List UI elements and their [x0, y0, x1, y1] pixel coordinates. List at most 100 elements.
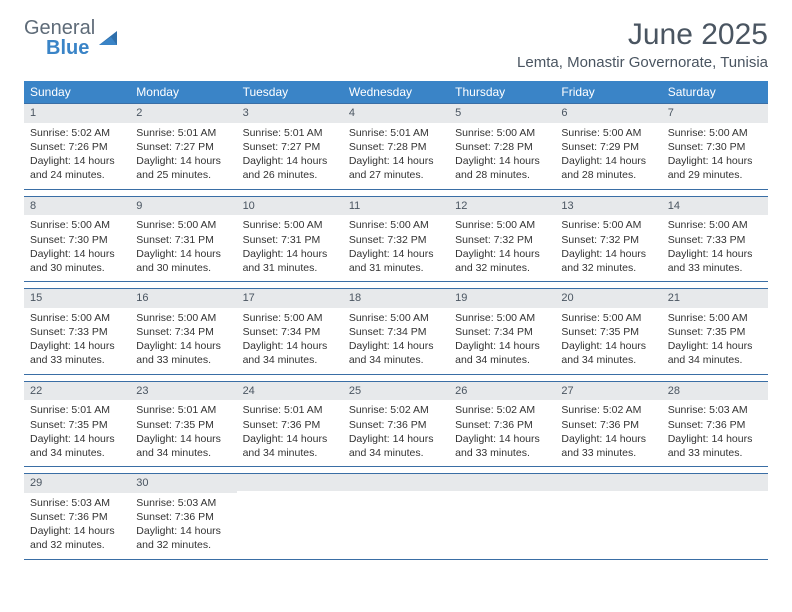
- page-subtitle: Lemta, Monastir Governorate, Tunisia: [517, 54, 768, 71]
- day-number: 13: [555, 197, 661, 216]
- day-header: Monday: [130, 81, 236, 103]
- day-details: Sunrise: 5:00 AMSunset: 7:34 PMDaylight:…: [343, 311, 449, 368]
- day-details: Sunrise: 5:00 AMSunset: 7:32 PMDaylight:…: [449, 218, 555, 275]
- day-cell: 1Sunrise: 5:02 AMSunset: 7:26 PMDaylight…: [24, 104, 130, 189]
- day-number: 15: [24, 289, 130, 308]
- day-cell: [555, 474, 661, 559]
- day-number: 20: [555, 289, 661, 308]
- title-block: June 2025 Lemta, Monastir Governorate, T…: [517, 18, 768, 71]
- day-number: [449, 474, 555, 491]
- sunset-text: Sunset: 7:35 PM: [136, 418, 230, 432]
- day-details: Sunrise: 5:02 AMSunset: 7:36 PMDaylight:…: [555, 403, 661, 460]
- day-number: 9: [130, 197, 236, 216]
- day-number: 30: [130, 474, 236, 493]
- day-cell: 16Sunrise: 5:00 AMSunset: 7:34 PMDayligh…: [130, 289, 236, 374]
- daylight-text: Daylight: 14 hours and 31 minutes.: [349, 247, 443, 275]
- sunrise-text: Sunrise: 5:00 AM: [455, 126, 549, 140]
- sunset-text: Sunset: 7:36 PM: [455, 418, 549, 432]
- day-header: Wednesday: [343, 81, 449, 103]
- week-row: 15Sunrise: 5:00 AMSunset: 7:33 PMDayligh…: [24, 288, 768, 375]
- sunrise-text: Sunrise: 5:01 AM: [136, 126, 230, 140]
- sunrise-text: Sunrise: 5:03 AM: [668, 403, 762, 417]
- day-number: 10: [237, 197, 343, 216]
- day-cell: 12 Sunrise: 5:00 AMSunset: 7:32 PMDayligh…: [449, 197, 555, 282]
- day-number: 12: [449, 197, 555, 216]
- daylight-text: Daylight: 14 hours and 33 minutes.: [668, 432, 762, 460]
- day-details: Sunrise: 5:02 AMSunset: 7:36 PMDaylight:…: [343, 403, 449, 460]
- brand-word-2: Blue: [46, 37, 89, 59]
- day-cell: 20 Sunrise: 5:00 AMSunset: 7:35 PMDayligh…: [555, 289, 661, 374]
- daylight-text: Daylight: 14 hours and 34 minutes.: [561, 339, 655, 367]
- sunset-text: Sunset: 7:26 PM: [30, 140, 124, 154]
- brand-logo: General Blue: [24, 18, 119, 58]
- sunrise-text: Sunrise: 5:01 AM: [136, 403, 230, 417]
- sunrise-text: Sunrise: 5:00 AM: [136, 311, 230, 325]
- day-number: [343, 474, 449, 491]
- week-row: 22Sunrise: 5:01 AMSunset: 7:35 PMDayligh…: [24, 381, 768, 468]
- day-header: Tuesday: [237, 81, 343, 103]
- day-details: Sunrise: 5:00 AMSunset: 7:35 PMDaylight:…: [555, 311, 661, 368]
- daylight-text: Daylight: 14 hours and 34 minutes.: [136, 432, 230, 460]
- day-cell: 23 Sunrise: 5:01 AMSunset: 7:35 PMDayligh…: [130, 382, 236, 467]
- sunrise-text: Sunrise: 5:03 AM: [136, 496, 230, 510]
- day-details: Sunrise: 5:01 AMSunset: 7:27 PMDaylight:…: [237, 126, 343, 183]
- day-number: 27: [555, 382, 661, 401]
- day-cell: 29Sunrise: 5:03 AMSunset: 7:36 PMDayligh…: [24, 474, 130, 559]
- daylight-text: Daylight: 14 hours and 33 minutes.: [668, 247, 762, 275]
- sunset-text: Sunset: 7:36 PM: [30, 510, 124, 524]
- daylight-text: Daylight: 14 hours and 30 minutes.: [30, 247, 124, 275]
- sunrise-text: Sunrise: 5:00 AM: [349, 218, 443, 232]
- day-number: 16: [130, 289, 236, 308]
- day-cell: 8Sunrise: 5:00 AMSunset: 7:30 PMDaylight…: [24, 197, 130, 282]
- daylight-text: Daylight: 14 hours and 33 minutes.: [561, 432, 655, 460]
- sunset-text: Sunset: 7:27 PM: [136, 140, 230, 154]
- day-details: Sunrise: 5:00 AMSunset: 7:34 PMDaylight:…: [449, 311, 555, 368]
- day-number: 24: [237, 382, 343, 401]
- day-number: 25: [343, 382, 449, 401]
- day-number: 23: [130, 382, 236, 401]
- day-cell: 28Sunrise: 5:03 AMSunset: 7:36 PMDayligh…: [662, 382, 768, 467]
- sunset-text: Sunset: 7:28 PM: [455, 140, 549, 154]
- sunrise-text: Sunrise: 5:00 AM: [561, 218, 655, 232]
- day-number: 4: [343, 104, 449, 123]
- day-details: Sunrise: 5:02 AMSunset: 7:36 PMDaylight:…: [449, 403, 555, 460]
- day-number: 7: [662, 104, 768, 123]
- day-cell: 3 Sunrise: 5:01 AMSunset: 7:27 PMDaylight…: [237, 104, 343, 189]
- day-cell: 21Sunrise: 5:00 AMSunset: 7:35 PMDayligh…: [662, 289, 768, 374]
- daylight-text: Daylight: 14 hours and 31 minutes.: [243, 247, 337, 275]
- sunset-text: Sunset: 7:30 PM: [30, 233, 124, 247]
- sunset-text: Sunset: 7:34 PM: [349, 325, 443, 339]
- daylight-text: Daylight: 14 hours and 30 minutes.: [136, 247, 230, 275]
- daylight-text: Daylight: 14 hours and 32 minutes.: [136, 524, 230, 552]
- day-details: Sunrise: 5:00 AMSunset: 7:29 PMDaylight:…: [555, 126, 661, 183]
- day-number: 11: [343, 197, 449, 216]
- daylight-text: Daylight: 14 hours and 28 minutes.: [561, 154, 655, 182]
- day-cell: 9Sunrise: 5:00 AMSunset: 7:31 PMDaylight…: [130, 197, 236, 282]
- daylight-text: Daylight: 14 hours and 29 minutes.: [668, 154, 762, 182]
- day-cell: 27 Sunrise: 5:02 AMSunset: 7:36 PMDayligh…: [555, 382, 661, 467]
- sunrise-text: Sunrise: 5:02 AM: [455, 403, 549, 417]
- sunrise-text: Sunrise: 5:00 AM: [455, 311, 549, 325]
- sunset-text: Sunset: 7:35 PM: [561, 325, 655, 339]
- calendar: Sunday Monday Tuesday Wednesday Thursday…: [24, 81, 768, 560]
- day-number: 17: [237, 289, 343, 308]
- day-details: Sunrise: 5:02 AMSunset: 7:26 PMDaylight:…: [24, 126, 130, 183]
- sunrise-text: Sunrise: 5:00 AM: [455, 218, 549, 232]
- day-cell: 13Sunrise: 5:00 AMSunset: 7:32 PMDayligh…: [555, 197, 661, 282]
- sunrise-text: Sunrise: 5:00 AM: [668, 218, 762, 232]
- day-cell: [237, 474, 343, 559]
- day-cell: 5Sunrise: 5:00 AMSunset: 7:28 PMDaylight…: [449, 104, 555, 189]
- daylight-text: Daylight: 14 hours and 33 minutes.: [136, 339, 230, 367]
- sunrise-text: Sunrise: 5:00 AM: [243, 311, 337, 325]
- sunset-text: Sunset: 7:36 PM: [349, 418, 443, 432]
- day-cell: [449, 474, 555, 559]
- daylight-text: Daylight: 14 hours and 27 minutes.: [349, 154, 443, 182]
- sunset-text: Sunset: 7:35 PM: [668, 325, 762, 339]
- day-number: 3: [237, 104, 343, 123]
- day-cell: 11Sunrise: 5:00 AMSunset: 7:32 PMDayligh…: [343, 197, 449, 282]
- sunset-text: Sunset: 7:36 PM: [136, 510, 230, 524]
- day-details: Sunrise: 5:01 AMSunset: 7:35 PMDaylight:…: [24, 403, 130, 460]
- day-details: Sunrise: 5:00 AMSunset: 7:30 PMDaylight:…: [662, 126, 768, 183]
- day-cell: 18Sunrise: 5:00 AMSunset: 7:34 PMDayligh…: [343, 289, 449, 374]
- week-row: 29Sunrise: 5:03 AMSunset: 7:36 PMDayligh…: [24, 473, 768, 560]
